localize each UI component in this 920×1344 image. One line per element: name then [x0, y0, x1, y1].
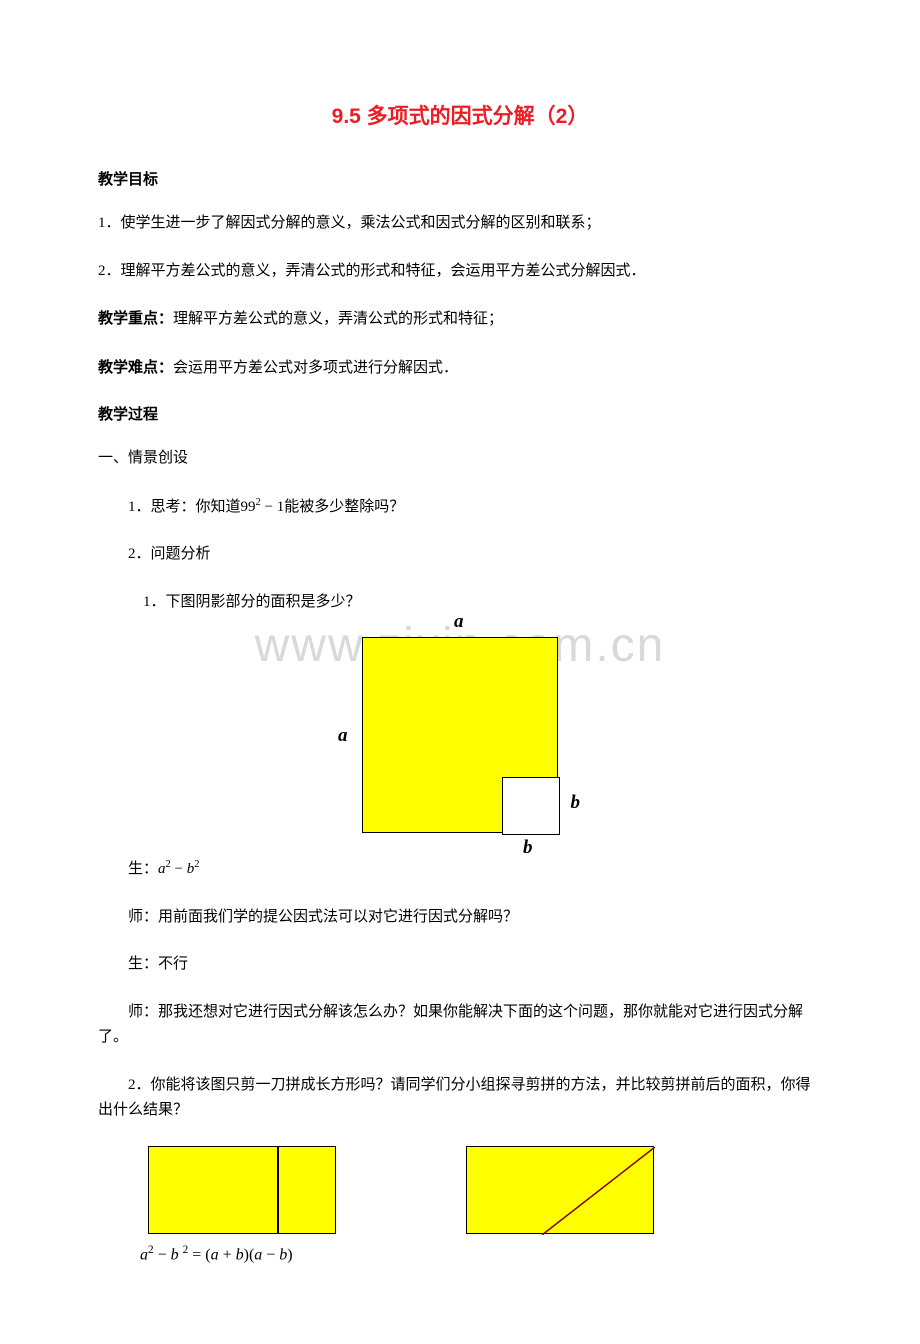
- goal-1: 1．使学生进一步了解因式分解的意义，乘法公式和因式分解的区别和联系；: [98, 211, 822, 237]
- key-point: 教学重点：理解平方差公式的意义，弄清公式的形式和特征；: [98, 306, 822, 333]
- small-square-cutout: [502, 777, 560, 835]
- label-a-left: a: [338, 725, 348, 747]
- rect-left-divider: [277, 1147, 279, 1233]
- rect-left: [148, 1146, 336, 1234]
- label-a-top: a: [454, 611, 464, 633]
- think-line: 1．思考：你知道992 − 1能被多少整除吗？: [98, 494, 822, 521]
- page-title: 9.5 多项式的因式分解（2）: [98, 100, 822, 130]
- question-2: 2．你能将该图只剪一刀拼成长方形吗？请同学们分小组探寻剪拼的方法，并比较剪拼前后…: [98, 1073, 822, 1124]
- think-expr: 992 − 1: [241, 499, 285, 515]
- label-b-bottom: b: [523, 837, 533, 859]
- student-answer: 生：a2 − b2: [98, 856, 822, 883]
- rect-right: [466, 1146, 654, 1234]
- diagram-1: a a b b: [98, 637, 822, 838]
- label-b-right: b: [571, 792, 581, 814]
- student-line-2: 生：不行: [98, 952, 822, 978]
- difficulty-text: 会运用平方差公式对多项式进行分解因式．: [173, 360, 458, 376]
- difficulty-label: 教学难点：: [98, 359, 173, 376]
- key-point-label: 教学重点：: [98, 310, 173, 327]
- student-expr: a2 − b2: [158, 861, 199, 877]
- think-pre: 1．思考：你知道: [128, 499, 241, 515]
- figure-row: [148, 1146, 822, 1234]
- process-heading: 教学过程: [98, 403, 822, 424]
- goal-2: 2．理解平方差公式的意义，弄清公式的形式和特征，会运用平方差公式分解因式．: [98, 259, 822, 285]
- analysis-heading: 2．问题分析: [98, 542, 822, 568]
- teacher-line-2: 师：那我还想对它进行因式分解该怎么办？如果你能解决下面的这个问题，那你就能对它进…: [98, 1000, 822, 1051]
- teacher-line-1: 师：用前面我们学的提公因式法可以对它进行因式分解吗？: [98, 905, 822, 931]
- difficulty: 教学难点：会运用平方差公式对多项式进行分解因式．: [98, 355, 822, 382]
- think-post: 能被多少整除吗？: [284, 499, 404, 515]
- key-point-text: 理解平方差公式的意义，弄清公式的形式和特征；: [173, 311, 503, 327]
- rect-right-diagonal: [467, 1147, 655, 1235]
- scene-heading: 一、情景创设: [98, 446, 822, 472]
- goals-heading: 教学目标: [98, 168, 822, 189]
- student-label: 生：: [128, 861, 158, 877]
- final-formula: a2 − b 2 = (a + b)(a − b): [140, 1244, 822, 1264]
